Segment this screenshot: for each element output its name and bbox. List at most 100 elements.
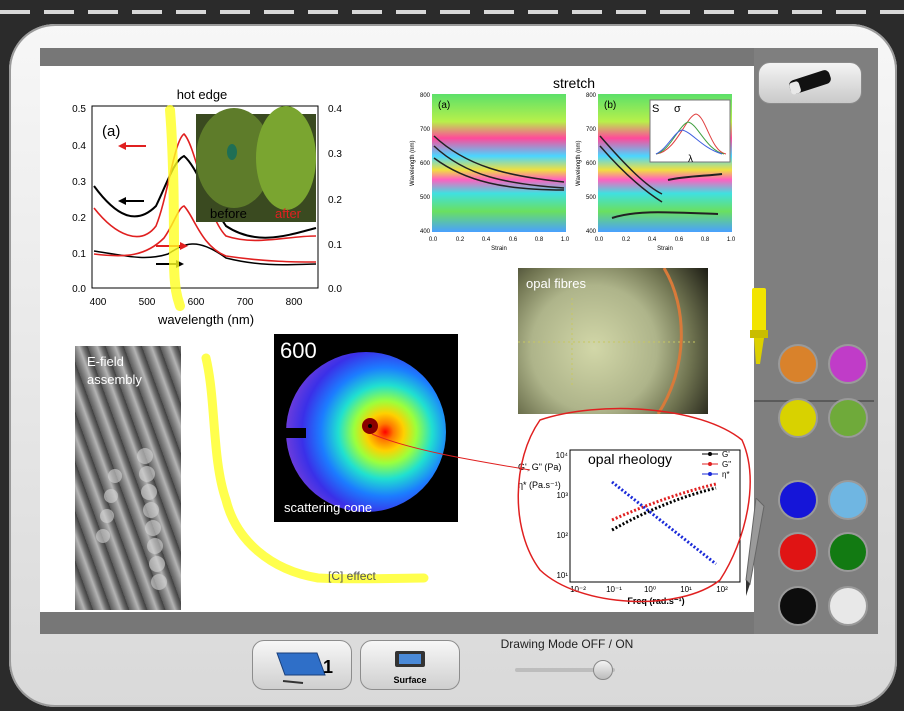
fibre-cross-section — [518, 268, 698, 414]
x-axis-label: Strain — [657, 246, 673, 252]
x-tick: 0.0 — [595, 237, 604, 243]
y-left-tick: 0.3 — [72, 177, 86, 188]
sem-texture — [96, 448, 167, 590]
tile-opal-rheology[interactable]: opal rheology G', G" (Pa) η* (Pa.s⁻¹) 10… — [516, 440, 742, 608]
tile-title: hot edge — [177, 87, 228, 102]
tile-label: opal fibres — [526, 276, 586, 291]
y-left-tick: 0.1 — [72, 249, 86, 260]
drawing-mode-slider-knob[interactable] — [593, 660, 613, 680]
legend-entry: G" — [722, 460, 731, 469]
color-swatch-light-blue[interactable] — [828, 480, 868, 520]
x-axis-label: Freq (rad.s⁻¹) — [627, 596, 684, 606]
stretch-plot: stretch (a) (b) S σ λ 800 700 600 500 40… — [410, 76, 736, 252]
x-tick: 500 — [139, 297, 156, 308]
y-right-tick: 0.0 — [328, 284, 342, 295]
eraser-button[interactable] — [758, 62, 862, 104]
color-swatch-black[interactable] — [778, 586, 818, 626]
drawing-mode-slider[interactable] — [515, 668, 615, 672]
canvas-bottom-strip — [40, 612, 754, 634]
color-swatch-orange[interactable] — [778, 344, 818, 384]
rheology-plot: opal rheology G', G" (Pa) η* (Pa.s⁻¹) 10… — [518, 449, 741, 606]
legend-entry: G' — [722, 450, 730, 459]
y-axis-label: Wavelength (nm) — [410, 141, 416, 186]
tablet-icon: 1 — [276, 652, 333, 684]
y-tick: 800 — [586, 93, 597, 99]
tile-efield-assembly[interactable]: E-field assembly — [75, 346, 181, 610]
x-axis-label: wavelength (nm) — [157, 312, 254, 327]
y-tick: 400 — [420, 229, 431, 235]
y-tick: 500 — [586, 195, 597, 201]
y-tick: 10² — [556, 531, 568, 540]
inset-after-label: after — [275, 206, 302, 221]
panel-b-label: (b) — [604, 100, 616, 111]
x-tick: 600 — [188, 297, 205, 308]
y-right-tick: 0.3 — [328, 149, 342, 160]
inset-sigma: σ — [674, 103, 681, 115]
y-right-tick: 0.2 — [328, 195, 342, 206]
y-right-tick: 0.1 — [328, 240, 342, 251]
highlighter-icon[interactable] — [744, 288, 774, 368]
tile-title: opal rheology — [588, 451, 672, 467]
color-swatch-magenta[interactable] — [828, 344, 868, 384]
color-swatch-yellow[interactable] — [778, 398, 818, 438]
x-tick: 0.2 — [456, 237, 465, 243]
tile-title: stretch — [553, 76, 595, 91]
tile-opal-fibres[interactable]: opal fibres — [518, 268, 708, 414]
y-axis-label: Wavelength (nm) — [576, 141, 582, 186]
y-tick: 500 — [420, 195, 431, 201]
x-tick: 10¹ — [680, 585, 692, 594]
y-tick: 600 — [586, 161, 597, 167]
color-swatch-blue[interactable] — [778, 480, 818, 520]
cone-value: 600 — [280, 338, 317, 363]
x-tick: 0.0 — [429, 237, 438, 243]
tile-label-line2: assembly — [87, 372, 142, 387]
tile-label: scattering cone — [284, 500, 373, 515]
x-tick: 10⁰ — [644, 585, 656, 594]
x-tick: 0.4 — [482, 237, 491, 243]
inset-lambda: λ — [688, 154, 693, 165]
x-tick: 0.8 — [701, 237, 710, 243]
eraser-icon — [789, 70, 831, 95]
x-tick: 1.0 — [561, 237, 570, 243]
color-swatch-white[interactable] — [828, 586, 868, 626]
x-tick: 400 — [90, 297, 107, 308]
surface-label: Surface — [393, 675, 426, 685]
panel-label: (a) — [102, 123, 120, 140]
y-left-tick: 0.0 — [72, 284, 86, 295]
y-tick: 10⁴ — [556, 451, 569, 460]
x-tick: 0.6 — [675, 237, 684, 243]
x-tick: 700 — [237, 297, 254, 308]
y-tick: 400 — [586, 229, 597, 235]
x-tick: 0.6 — [509, 237, 518, 243]
color-swatch-green[interactable] — [828, 532, 868, 572]
inset-before-label: before — [210, 206, 247, 221]
y-tick: 600 — [420, 161, 431, 167]
x-tick: 1.0 — [727, 237, 736, 243]
tile-hot-edge-spectrum[interactable]: 0.5 0.4 0.3 0.2 0.1 0.0 0.4 0.3 0.2 0.1 … — [56, 86, 352, 330]
y-tick: 800 — [420, 93, 431, 99]
panel-a-label: (a) — [438, 100, 450, 111]
top-dashed-border — [0, 0, 904, 24]
annotation-label: [C] effect — [328, 569, 376, 583]
x-axis-label: Strain — [491, 246, 507, 252]
screen-select-button[interactable]: 1 — [252, 640, 352, 690]
y-axis-label-1: G', G" (Pa) — [518, 462, 561, 472]
x-tick: 0.2 — [622, 237, 631, 243]
y-right-tick: 0.4 — [328, 104, 342, 115]
color-swatch-lime[interactable] — [828, 398, 868, 438]
pen-icon[interactable] — [740, 498, 770, 598]
y-left-tick: 0.5 — [72, 104, 86, 115]
tile-label-line1: E-field — [87, 354, 124, 369]
y-tick: 10³ — [556, 491, 568, 500]
x-tick: 0.4 — [648, 237, 657, 243]
surface-button[interactable]: Surface — [360, 640, 460, 690]
x-tick: 10² — [716, 585, 728, 594]
tile-scattering-cone[interactable]: 600 scattering cone — [274, 334, 458, 522]
surface-icon: Surface — [393, 651, 427, 685]
legend-entry: η* — [722, 470, 730, 479]
color-swatch-red[interactable] — [778, 532, 818, 572]
inset-s: S — [652, 103, 659, 115]
drawing-mode-label: Drawing Mode OFF / ON — [500, 637, 634, 651]
x-tick: 10⁻¹ — [606, 585, 622, 594]
tile-stretch[interactable]: stretch (a) (b) S σ λ 800 700 600 500 40… — [406, 76, 742, 254]
